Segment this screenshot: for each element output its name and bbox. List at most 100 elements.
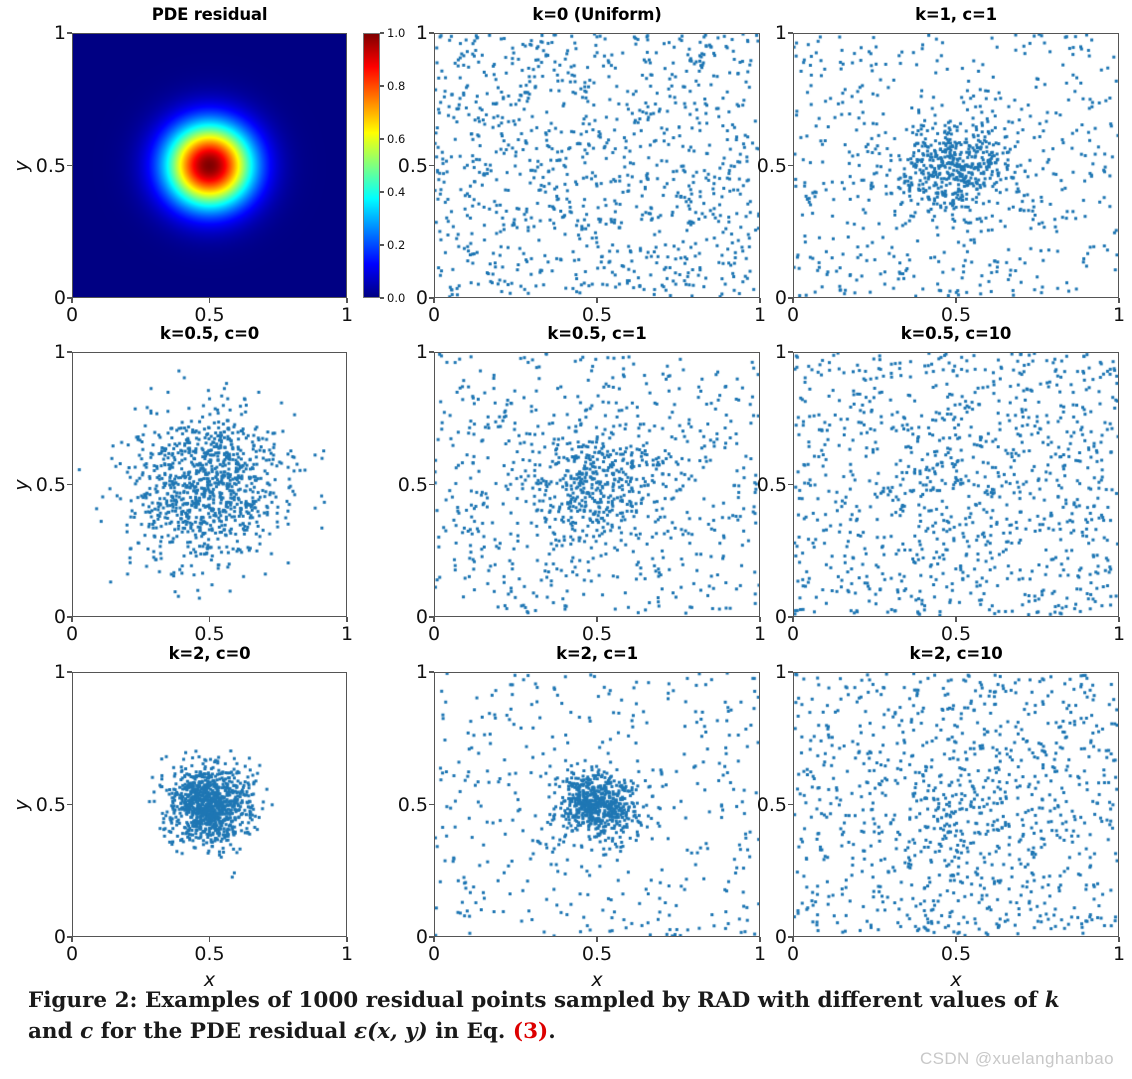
y-tick-label: 0 bbox=[774, 926, 787, 948]
y-axis-label: y bbox=[10, 159, 33, 172]
y-tick-label: 0 bbox=[53, 606, 66, 628]
colorbar-tick-label: 0.6 bbox=[387, 132, 406, 146]
figure-panel-grid: PDE residual 0 0.5 1 0 0.5 1 y k=0 (Uniform) 0 0.5… bbox=[10, 5, 1126, 991]
y-tick-mark bbox=[429, 32, 434, 34]
y-tick-label: 0.5 bbox=[756, 793, 787, 816]
y-tick-label: 1 bbox=[774, 661, 787, 683]
x-tick-mark bbox=[208, 298, 211, 303]
y-tick-mark bbox=[429, 483, 434, 486]
colorbar-tick-mark bbox=[380, 32, 384, 34]
colorbar-tick-label: 0.2 bbox=[387, 238, 406, 252]
y-tick-mark bbox=[429, 671, 434, 673]
y-tick-mark bbox=[67, 483, 72, 486]
colorbar-tick-mark bbox=[380, 85, 384, 87]
panel-k-2-c-1: k=2, c=1 0 0.5 1 0 0.5 1 x bbox=[374, 644, 766, 991]
x-tick-mark bbox=[1118, 298, 1120, 303]
x-tick-label: 0.5 bbox=[940, 943, 972, 965]
x-tick-mark bbox=[759, 937, 761, 942]
x-tick-label: 0.5 bbox=[581, 943, 613, 965]
x-tick-label: 0 bbox=[65, 623, 79, 645]
y-tick-mark bbox=[67, 936, 72, 938]
panel-title: k=1, c=1 bbox=[915, 5, 997, 24]
colorbar bbox=[363, 33, 380, 298]
y-tick-label: 0 bbox=[415, 926, 428, 948]
panel-k-0-uniform: k=0 (Uniform) 0 0.5 1 0 0.5 1 bbox=[374, 5, 766, 340]
x-tick-label: 0.5 bbox=[194, 304, 225, 326]
colorbar-tick-label: 0.0 bbox=[387, 291, 406, 305]
colorbar-tick-label: 0.4 bbox=[387, 185, 406, 199]
x-tick-label: 1 bbox=[1112, 304, 1126, 326]
x-tick-label: 1 bbox=[1112, 623, 1126, 645]
y-axis-label: y bbox=[10, 478, 33, 491]
panel-title: k=0 (Uniform) bbox=[532, 5, 662, 24]
x-tick-mark bbox=[596, 617, 598, 622]
x-tick-label: 0 bbox=[786, 623, 800, 645]
axes-area bbox=[793, 672, 1119, 937]
x-tick-mark bbox=[346, 937, 348, 942]
y-tick-mark bbox=[788, 483, 793, 486]
caption-equation-reference[interactable]: (3) bbox=[512, 1018, 549, 1044]
y-tick-mark bbox=[429, 351, 434, 353]
caption-mid2: for the PDE residual bbox=[93, 1018, 355, 1044]
panel-title: k=2, c=10 bbox=[909, 644, 1003, 663]
residual-points-scatter bbox=[435, 34, 759, 297]
x-tick-mark bbox=[208, 617, 211, 622]
x-tick-label: 0 bbox=[786, 943, 800, 965]
x-tick-label: 1 bbox=[340, 623, 354, 645]
x-tick-label: 1 bbox=[340, 304, 354, 326]
y-tick-label: 0.5 bbox=[397, 793, 428, 816]
y-tick-label: 0.5 bbox=[35, 473, 66, 496]
x-tick-label: 0.5 bbox=[194, 623, 225, 645]
y-tick-label: 0.5 bbox=[756, 154, 787, 177]
panel-k-2-c-10: k=2, c=10 0 0.5 1 0 0.5 1 x bbox=[733, 644, 1125, 991]
caption-mid3: in Eq. bbox=[427, 1018, 513, 1044]
x-tick-label: 1 bbox=[753, 943, 767, 965]
caption-prefix: Figure 2: Examples of 1000 residual poin… bbox=[28, 988, 1045, 1013]
y-tick-mark bbox=[429, 803, 434, 806]
caption-symbol-k: k bbox=[1044, 988, 1060, 1013]
panel-k-0-5-c-10: k=0.5, c=10 0 0.5 1 0 0.5 1 bbox=[733, 324, 1125, 659]
pde-residual-heatmap bbox=[73, 34, 346, 297]
x-tick-mark bbox=[759, 298, 761, 303]
x-tick-mark bbox=[596, 937, 598, 942]
x-tick-mark bbox=[433, 298, 435, 303]
x-tick-label: 1 bbox=[753, 304, 767, 326]
axes-area bbox=[72, 352, 347, 617]
y-tick-mark bbox=[788, 803, 793, 806]
axes-area bbox=[793, 352, 1119, 617]
y-tick-mark bbox=[429, 297, 434, 299]
colorbar-gradient bbox=[364, 34, 379, 297]
y-tick-label: 0.5 bbox=[397, 154, 428, 177]
y-tick-label: 1 bbox=[53, 22, 66, 44]
panel-k-0-5-c-0: k=0.5, c=0 0 0.5 1 0 0.5 1 y bbox=[10, 324, 353, 659]
y-tick-label: 0 bbox=[774, 606, 787, 628]
x-tick-mark bbox=[346, 298, 348, 303]
y-tick-mark bbox=[67, 164, 72, 167]
colorbar-tick-label: 1.0 bbox=[387, 26, 406, 40]
y-tick-label: 0.5 bbox=[35, 154, 66, 177]
x-tick-mark bbox=[955, 937, 957, 942]
colorbar-tick-label: 0.8 bbox=[387, 79, 406, 93]
x-axis-label: x bbox=[203, 969, 216, 991]
y-tick-label: 0 bbox=[774, 287, 787, 309]
panel-k-0-5-c-1: k=0.5, c=1 0 0.5 1 0 0.5 1 bbox=[374, 324, 766, 659]
axes-area bbox=[434, 672, 760, 937]
colorbar-tick-mark bbox=[380, 191, 384, 193]
axes-area bbox=[72, 33, 347, 298]
y-tick-label: 1 bbox=[53, 341, 66, 363]
y-tick-label: 0.5 bbox=[35, 793, 66, 816]
panel-title: k=0.5, c=1 bbox=[547, 324, 647, 343]
x-tick-label: 1 bbox=[753, 623, 767, 645]
x-tick-label: 0.5 bbox=[581, 623, 613, 645]
panel-title: k=2, c=0 bbox=[168, 644, 251, 663]
y-tick-mark bbox=[788, 297, 793, 299]
y-tick-label: 1 bbox=[415, 661, 428, 683]
x-tick-label: 0 bbox=[427, 623, 441, 645]
y-tick-mark bbox=[67, 32, 72, 34]
axes-area bbox=[434, 33, 760, 298]
panel-title: k=0.5, c=0 bbox=[159, 324, 260, 343]
y-tick-label: 1 bbox=[774, 341, 787, 363]
x-axis-label: x bbox=[591, 969, 603, 991]
residual-points-scatter bbox=[794, 34, 1118, 297]
x-axis-label: x bbox=[950, 969, 962, 991]
